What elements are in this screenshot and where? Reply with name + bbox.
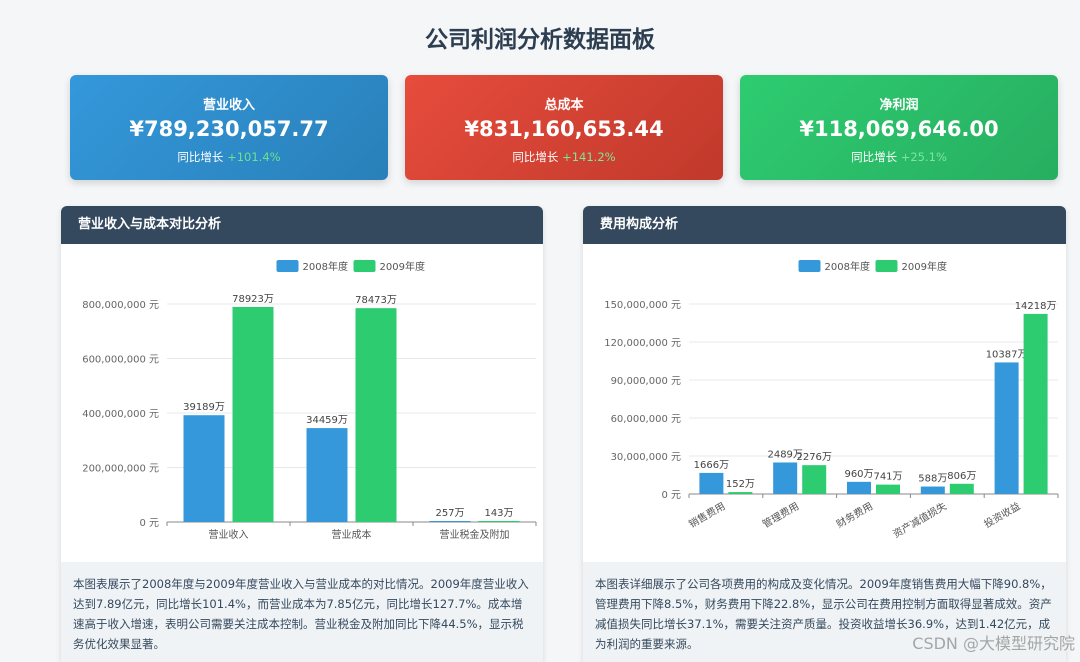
- bar-data-label: 143万: [484, 508, 513, 519]
- card-title: 总成本: [544, 98, 584, 113]
- card-growth-line: 同比增长 +25.1%: [740, 149, 1058, 165]
- y-tick-label: 800,000,000 元: [82, 300, 159, 311]
- card-value: ¥789,230,057.77: [129, 117, 329, 141]
- y-tick-label: 90,000,000 元: [611, 376, 681, 387]
- x-tick-label: 资产减值损失: [890, 499, 948, 540]
- bar-data-label: 960万: [844, 469, 873, 480]
- bar-data-label: 1666万: [694, 460, 729, 471]
- legend-label: 2009年度: [380, 260, 425, 273]
- bar-data-label: 14218万: [1015, 301, 1057, 312]
- card-growth-line: 同比增长 +141.2%: [405, 149, 723, 165]
- legend-label: 2009年度: [902, 260, 947, 273]
- bar: [847, 481, 871, 494]
- expense-panel: 费用构成分析 2008年度 2009年度 0 元 30,000,000 元 60,000…: [583, 206, 1066, 662]
- revenue-card: 营业收入 ¥789,230,057.77 同比增长 +101.4%: [70, 75, 388, 180]
- y-tick-label: 0 元: [139, 518, 159, 529]
- legend-swatch: [798, 260, 821, 272]
- growth-value: +25.1%: [900, 150, 947, 164]
- panel-description: 本图表详细展示了公司各项费用的构成及变化情况。2009年度销售费用大幅下降90.…: [583, 562, 1066, 662]
- bar-data-label: 34459万: [306, 415, 348, 426]
- revenue-cost-bar-chart[interactable]: 2008年度 2009年度 0 元 200,000,000 元 400,000,000 …: [61, 244, 543, 562]
- growth-label: 同比增长: [512, 150, 559, 164]
- bar-data-label: 806万: [947, 471, 976, 482]
- y-tick-label: 60,000,000 元: [611, 414, 681, 425]
- bar: [728, 492, 753, 494]
- bar-data-label: 257万: [435, 508, 464, 519]
- bar: [183, 415, 225, 522]
- card-title: 净利润: [879, 98, 919, 113]
- page-title: 公司利润分析数据面板: [425, 27, 655, 53]
- x-tick-label: 投资收益: [981, 499, 1022, 530]
- legend-label: 2008年度: [303, 260, 348, 273]
- bar-data-label: 10387万: [986, 349, 1028, 360]
- panel-title: 营业收入与成本对比分析: [61, 206, 543, 244]
- x-tick-label: 营业成本: [332, 528, 372, 541]
- bar: [699, 472, 724, 494]
- net-profit-card: 净利润 ¥118,069,646.00 同比增长 +25.1%: [740, 75, 1058, 180]
- legend-swatch: [276, 260, 299, 272]
- y-tick-label: 200,000,000 元: [82, 464, 159, 475]
- y-tick-label: 120,000,000 元: [604, 338, 681, 349]
- bar: [429, 521, 471, 522]
- y-tick-label: 600,000,000 元: [82, 355, 159, 366]
- legend-swatch: [353, 260, 376, 272]
- growth-value: +141.2%: [562, 150, 616, 164]
- watermark: CSDN @大模型研究院: [912, 634, 1075, 653]
- bar-data-label: 39189万: [183, 402, 225, 413]
- legend-swatch: [875, 260, 898, 272]
- card-value: ¥118,069,646.00: [799, 117, 999, 141]
- y-tick-label: 400,000,000 元: [82, 409, 159, 420]
- x-tick-label: 销售费用: [686, 499, 727, 530]
- x-tick-label: 营业税金及附加: [440, 528, 510, 541]
- bar-data-label: 2276万: [796, 452, 831, 463]
- x-tick-label: 财务费用: [834, 499, 875, 530]
- bar: [994, 362, 1019, 494]
- bar-data-label: 78923万: [232, 294, 274, 305]
- bar: [802, 465, 827, 494]
- bar: [355, 308, 397, 522]
- growth-label: 同比增长: [177, 150, 224, 164]
- y-tick-label: 30,000,000 元: [611, 452, 681, 463]
- bar: [876, 484, 900, 494]
- bar: [478, 521, 520, 522]
- bar-data-label: 78473万: [355, 295, 397, 306]
- bar-data-label: 152万: [726, 479, 755, 490]
- card-title: 营业收入: [202, 98, 255, 113]
- bar-data-label: 741万: [873, 472, 902, 483]
- growth-label: 同比增长: [851, 150, 898, 164]
- legend-label: 2008年度: [825, 260, 870, 273]
- panel-description: 本图表展示了2008年度与2009年度营业收入与营业成本的对比情况。2009年度…: [61, 562, 543, 662]
- bar: [1023, 313, 1048, 494]
- card-value: ¥831,160,653.44: [464, 117, 664, 141]
- bar-data-label: 2489万: [767, 449, 802, 460]
- panel-title: 费用构成分析: [583, 206, 1066, 244]
- bar: [306, 428, 348, 522]
- x-tick-label: 营业收入: [209, 528, 249, 541]
- x-tick-label: 管理费用: [760, 499, 801, 530]
- expense-bar-chart[interactable]: 2008年度 2009年度 0 元 30,000,000 元 60,000,000 元 9…: [583, 244, 1066, 562]
- bar: [232, 306, 274, 522]
- bar: [949, 483, 974, 494]
- y-tick-label: 150,000,000 元: [604, 300, 681, 311]
- card-growth-line: 同比增长 +101.4%: [70, 149, 388, 165]
- revenue-cost-panel: 营业收入与成本对比分析 2008年度 2009年度 0 元 200,000,000 元…: [61, 206, 543, 662]
- growth-value: +101.4%: [227, 150, 281, 164]
- y-tick-label: 0 元: [661, 490, 681, 501]
- bar-data-label: 588万: [918, 474, 947, 485]
- total-cost-card: 总成本 ¥831,160,653.44 同比增长 +141.2%: [405, 75, 723, 180]
- bar: [920, 486, 945, 494]
- bar: [773, 462, 798, 494]
